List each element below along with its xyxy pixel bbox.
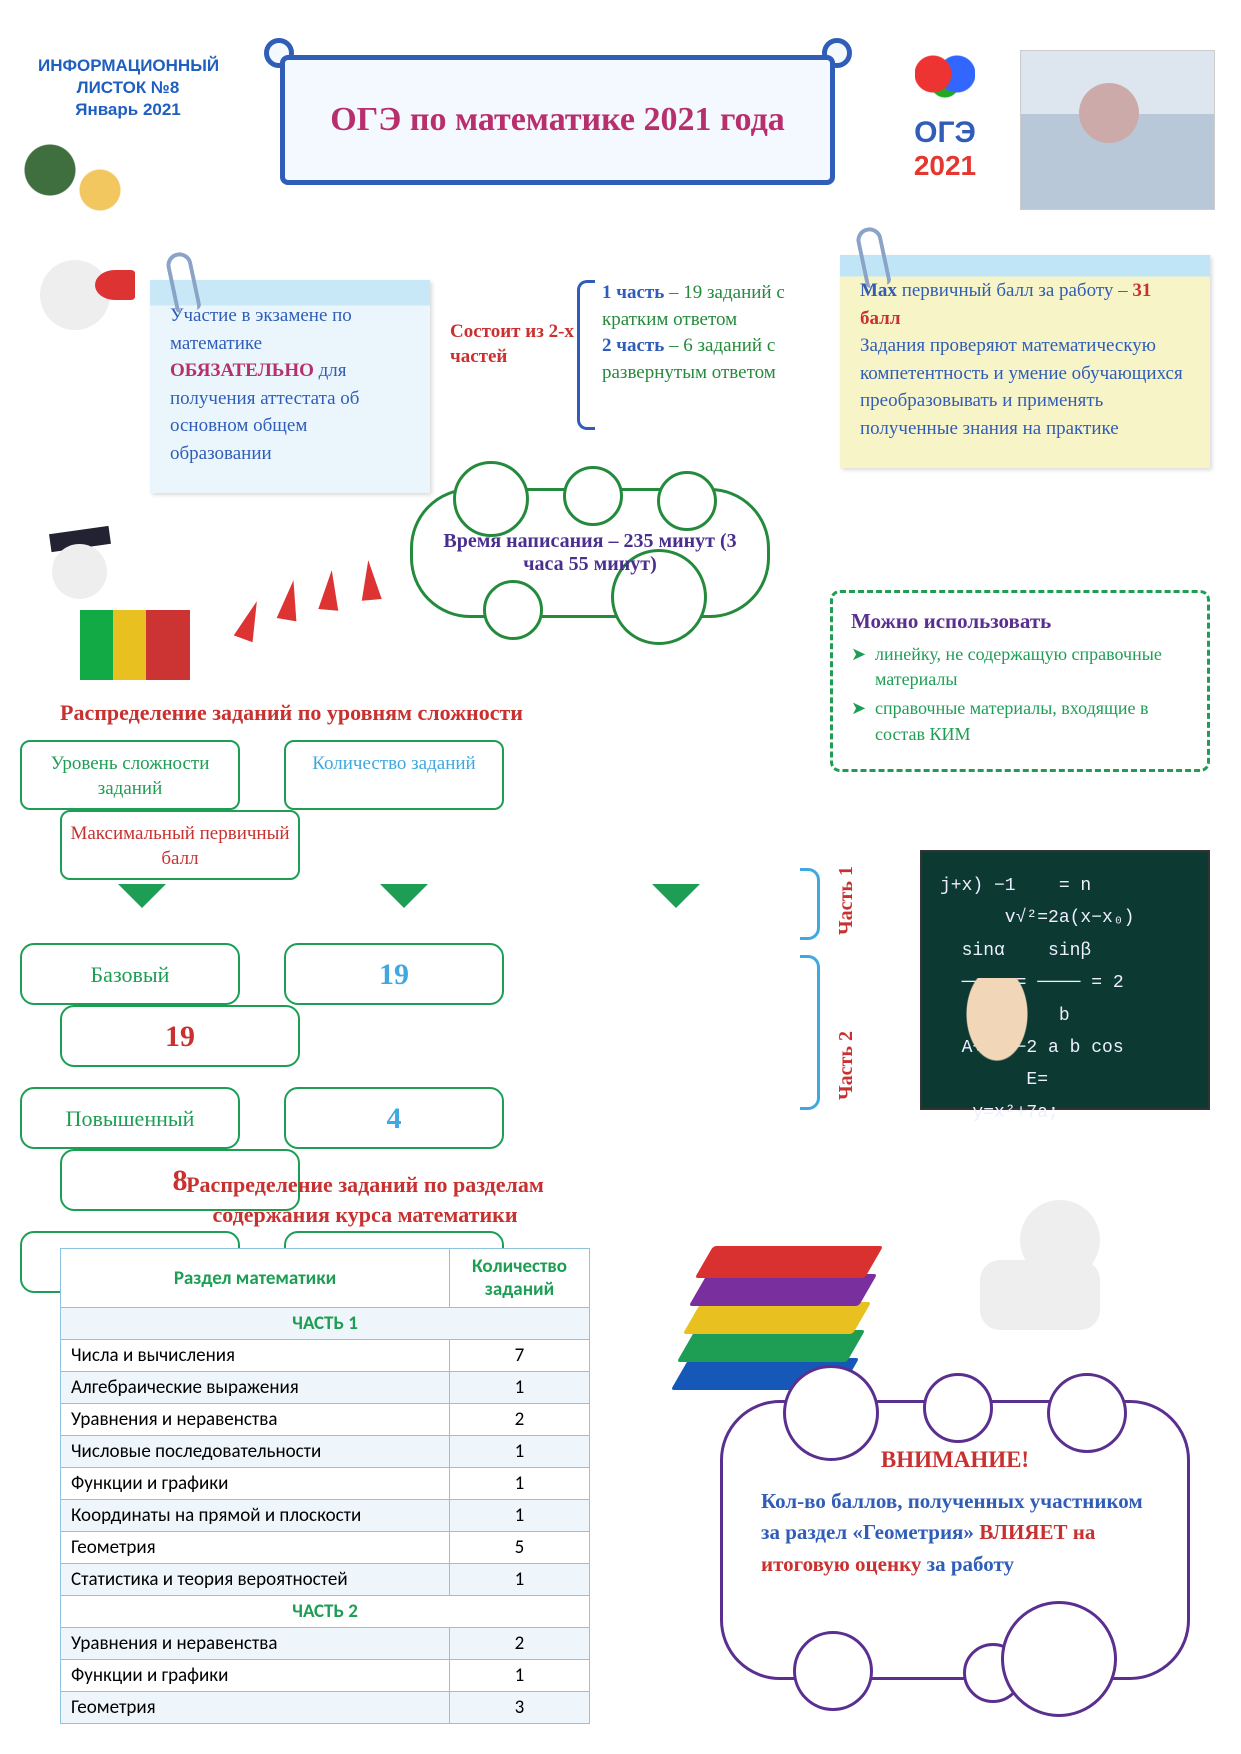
- graduate-mascot: [20, 530, 140, 680]
- bracket-icon: [577, 280, 595, 430]
- part-label: Часть 2: [835, 1031, 858, 1100]
- chalkboard-image: j+x) −1 = n v√²=2a(x−x₀) sinα sinβ ──── …: [920, 850, 1210, 1110]
- table-header: Количество заданий: [450, 1249, 590, 1308]
- badge-line: Январь 2021: [75, 100, 181, 119]
- max-text: первичный балл за работу –: [902, 280, 1133, 301]
- allowed-title: Можно использовать: [851, 609, 1189, 634]
- part-label: 2 часть: [602, 335, 664, 356]
- diff-count: 19: [284, 943, 504, 1005]
- table-row: Числовые последовательности1: [61, 1436, 590, 1468]
- diff-header: Уровень сложности заданий: [20, 740, 240, 810]
- oge-logo: ОГЭ 2021: [880, 50, 1010, 200]
- table-row: Координаты на прямой и плоскости1: [61, 1500, 590, 1532]
- table-section: ЧАСТЬ 1: [61, 1308, 590, 1340]
- table-row: Статистика и теория вероятностей1: [61, 1564, 590, 1596]
- table-row: Алгебраические выражения1: [61, 1372, 590, 1404]
- table-row: Функции и графики1: [61, 1660, 590, 1692]
- bracket-icon: [800, 955, 820, 1110]
- content-title: Распределение заданий по разделам содерж…: [140, 1170, 590, 1229]
- allowed-item: линейку, не содержащую справочные матери…: [851, 642, 1189, 692]
- attention-cloud: ВНИМАНИЕ! Кол-во баллов, полученных учас…: [720, 1400, 1190, 1680]
- content-table: Раздел математики Количество заданий ЧАС…: [60, 1248, 590, 1724]
- table-row: Геометрия5: [61, 1532, 590, 1564]
- attention-text: за работу: [927, 1552, 1014, 1576]
- table-row: Уравнения и неравенства2: [61, 1628, 590, 1660]
- attention-title: ВНИМАНИЕ!: [761, 1443, 1149, 1478]
- diff-level: Повышенный: [20, 1087, 240, 1149]
- table-header: Раздел математики: [61, 1249, 450, 1308]
- logo-text: 2021: [880, 150, 1010, 182]
- parts-description: 1 часть – 19 заданий с кратким ответом 2…: [602, 280, 812, 386]
- table-section: ЧАСТЬ 2: [61, 1596, 590, 1628]
- part-label: 1 часть: [602, 282, 664, 303]
- badge-line: ЛИСТОК №8: [77, 78, 180, 97]
- table-row: Геометрия3: [61, 1692, 590, 1724]
- badge-line: ИНФОРМАЦИОННЫЙ: [38, 56, 219, 75]
- diff-header: Максимальный первичный балл: [60, 810, 300, 880]
- table-row: Уравнения и неравенства2: [61, 1404, 590, 1436]
- reader-mascot: [960, 1170, 1210, 1350]
- arrow-down-icon: [652, 884, 700, 908]
- note-bold: ОБЯЗАТЕЛЬНО: [170, 360, 314, 381]
- page-title: ОГЭ по математике 2021 года: [280, 55, 835, 185]
- time-text: Время написания – 235 минут (3 часа 55 м…: [441, 530, 739, 576]
- books-decoration: [640, 1170, 900, 1390]
- allowed-materials-box: Можно использовать линейку, не содержащу…: [830, 590, 1210, 772]
- arrow-down-icon: [118, 884, 166, 908]
- bracket-icon: [800, 868, 820, 940]
- max-body: Задания проверяют математическую компете…: [860, 335, 1183, 439]
- diff-count: 4: [284, 1087, 504, 1149]
- allowed-item: справочные материалы, входящие в состав …: [851, 696, 1189, 746]
- info-badge: ИНФОРМАЦИОННЫЙ ЛИСТОК №8 Январь 2021: [38, 55, 218, 121]
- diff-max: 19: [60, 1005, 300, 1067]
- consists-of-label: Состоит из 2-х частей: [450, 320, 575, 369]
- arrow-down-icon: [380, 884, 428, 908]
- arrows-decoration: [230, 560, 400, 670]
- diff-level: Базовый: [20, 943, 240, 1005]
- table-row: Функции и графики1: [61, 1468, 590, 1500]
- note-text: Участие в экзамене по математике: [170, 305, 352, 354]
- diff-header: Количество заданий: [284, 740, 504, 810]
- student-photo: [1020, 50, 1215, 210]
- time-cloud: Время написания – 235 минут (3 часа 55 м…: [410, 488, 770, 618]
- megaphone-mascot: [15, 260, 135, 440]
- logo-text: ОГЭ: [880, 116, 1010, 150]
- table-row: Числа и вычисления7: [61, 1340, 590, 1372]
- mandatory-note: Участие в экзамене по математике ОБЯЗАТЕ…: [150, 280, 430, 493]
- difficulty-title: Распределение заданий по уровням сложнос…: [60, 700, 523, 726]
- part-label: Часть 1: [835, 866, 858, 935]
- max-score-note: Max первичный балл за работу – 31 балл З…: [840, 255, 1210, 468]
